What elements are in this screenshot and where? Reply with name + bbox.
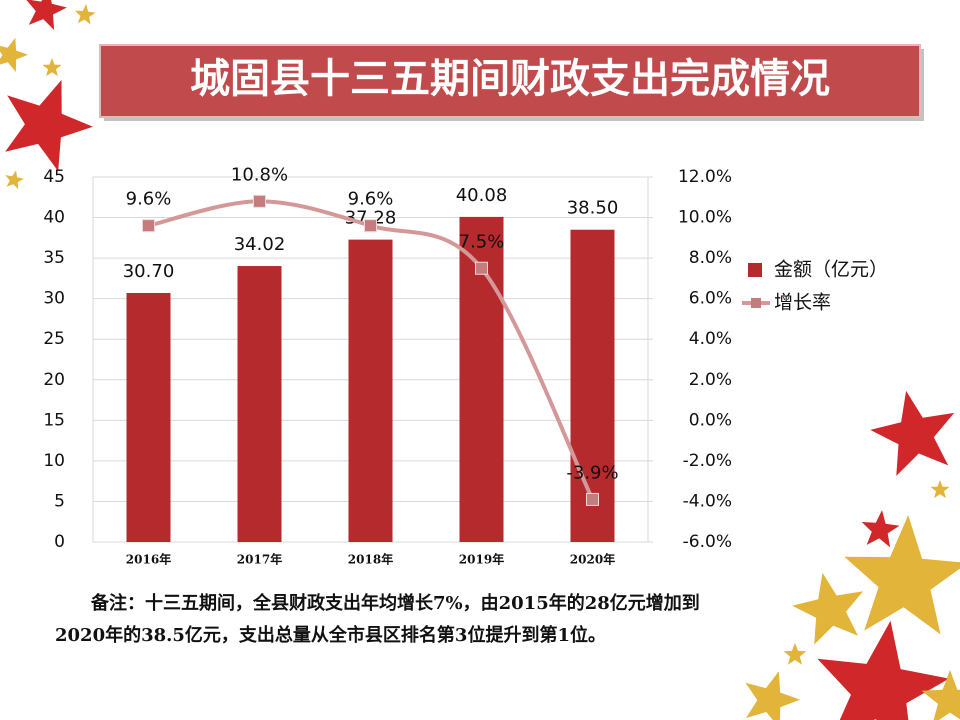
legend-swatch	[751, 298, 761, 308]
bar-value-label: 40.08	[456, 185, 508, 206]
bar	[348, 239, 393, 542]
legend-label: 金额（亿元）	[774, 259, 888, 281]
y-tick-label: 25	[43, 329, 65, 349]
line-value-label: 7.5%	[459, 231, 505, 252]
y-tick-label: 10	[43, 451, 65, 471]
star-decoration	[0, 37, 28, 72]
y-tick-label: 0	[54, 532, 65, 552]
y2-tick-label: -6.0%	[683, 532, 732, 552]
star-decoration	[844, 515, 960, 635]
line-marker	[253, 194, 266, 208]
star-decoration	[74, 4, 96, 25]
legend-label: 增长率	[774, 292, 831, 314]
star-decoration	[5, 79, 94, 172]
line-value-label: 9.6%	[126, 189, 172, 210]
bar-value-label: 30.70	[123, 261, 175, 282]
y-tick-label: 35	[43, 248, 65, 268]
line-value-label: -3.9%	[566, 462, 618, 483]
x-tick-label: 2017年	[237, 552, 282, 567]
legend-swatch	[748, 263, 762, 277]
y2-tick-label: 4.0%	[689, 329, 732, 349]
star-decoration	[930, 480, 950, 499]
x-tick-label: 2018年	[348, 552, 393, 567]
y-tick-label: 5	[54, 491, 65, 511]
line-marker	[142, 219, 155, 233]
y-tick-label: 40	[43, 208, 65, 228]
star-decoration	[745, 671, 800, 720]
y2-tick-label: 10.0%	[678, 208, 732, 228]
y-tick-label: 30	[43, 289, 65, 309]
bar-value-label: 34.02	[234, 234, 286, 255]
star-decoration	[783, 643, 807, 665]
bar-value-label: 38.50	[567, 198, 619, 219]
bar	[570, 229, 615, 542]
bar	[237, 266, 282, 542]
x-tick-label: 2016年	[126, 552, 171, 567]
line-value-label: 10.8%	[231, 164, 288, 185]
star-decoration	[861, 510, 900, 548]
y2-tick-label: 2.0%	[689, 370, 732, 390]
star-decoration	[42, 58, 62, 77]
line	[148, 199, 595, 501]
note: 备注：十三五期间，全县财政支出年均增长7%，由2015年的28亿元增加到2020…	[55, 593, 700, 646]
line-value-label: 9.6%	[348, 189, 394, 210]
y-tick-label: 15	[43, 410, 65, 430]
x-tick-label: 2020年	[570, 552, 615, 567]
y2-tick-label: -2.0%	[683, 451, 732, 471]
title-banner	[99, 44, 921, 118]
star-decoration	[870, 390, 955, 476]
y2-tick-label: 6.0%	[689, 289, 732, 309]
star-decoration	[817, 620, 950, 720]
y2-tick-label: -4.0%	[683, 491, 732, 511]
y2-tick-label: 12.0%	[678, 167, 732, 187]
y2-tick-label: 8.0%	[689, 248, 732, 268]
x-tick-label: 2019年	[459, 552, 504, 567]
y-tick-label: 45	[43, 167, 65, 187]
star-decoration	[921, 670, 960, 720]
y2-tick-label: 0.0%	[689, 410, 732, 430]
chart-title: 城固县十三五期间财政支出完成情况	[190, 55, 830, 102]
y-tick-label: 20	[43, 370, 65, 390]
plot-area: 0 5 10 15 20 25 30 35 40 45 -6.0% -4.0% -2.0% 0.0% 2.0…	[43, 164, 888, 566]
line-marker	[586, 492, 599, 506]
line-marker	[364, 219, 377, 233]
star-decoration	[792, 572, 864, 645]
line-marker	[475, 261, 488, 275]
bar	[126, 292, 171, 542]
star-decoration	[5, 170, 24, 190]
star-decoration	[26, 0, 67, 30]
